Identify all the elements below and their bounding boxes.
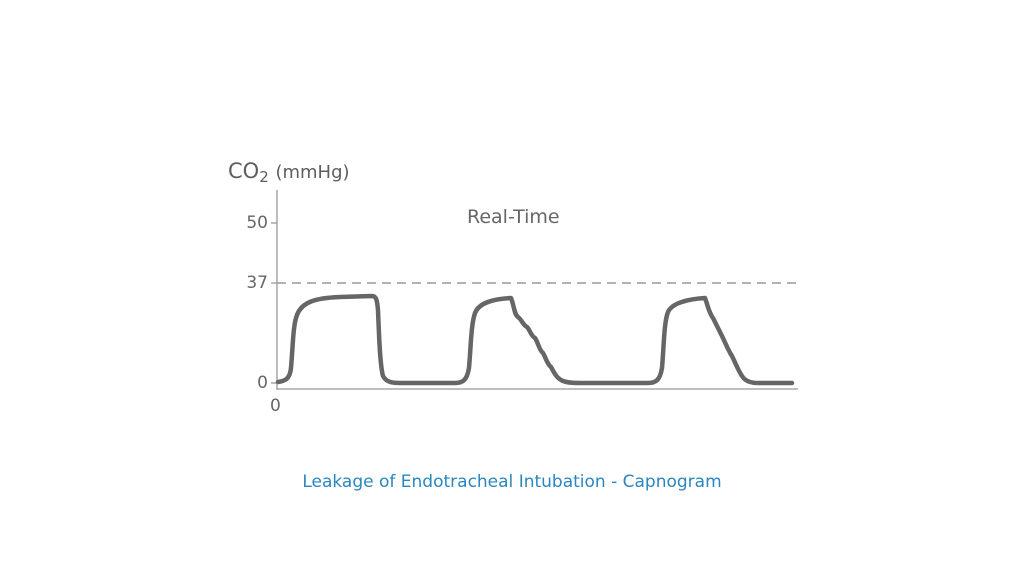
y-tick-37: 37 bbox=[246, 273, 268, 293]
real-time-annotation: Real-Time bbox=[467, 206, 560, 228]
co2-waveform bbox=[275, 293, 795, 386]
y-tick-0: 0 bbox=[257, 373, 268, 393]
y-axis-label: CO2 (mmHg) bbox=[228, 159, 350, 186]
x-tick-0: 0 bbox=[270, 396, 281, 416]
y-tick-50: 50 bbox=[246, 213, 268, 233]
chart-caption: Leakage of Endotracheal Intubation - Cap… bbox=[302, 472, 722, 492]
